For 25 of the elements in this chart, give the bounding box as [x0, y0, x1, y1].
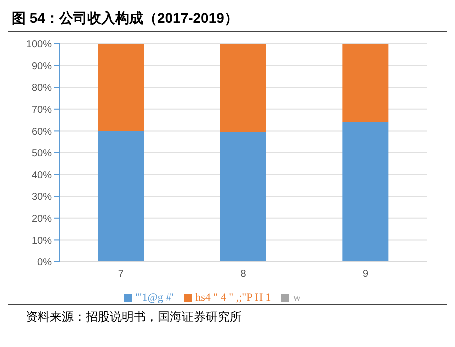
bar	[220, 44, 266, 132]
y-tick-label: 30%	[32, 192, 52, 204]
y-tick-label: 40%	[32, 170, 52, 182]
x-tick-label: 9	[363, 269, 370, 280]
chart-title: 图 54：公司收入构成（2017-2019）	[8, 8, 447, 32]
y-tick-label: 100%	[26, 40, 52, 51]
text: 资料来源：招股说明书，国海证券研究所	[26, 309, 243, 326]
y-tick-label: 70%	[32, 104, 52, 116]
y-tick-label: 80%	[32, 83, 52, 94]
bar	[220, 132, 266, 262]
x-tick-label: 7	[118, 269, 124, 280]
y-tick-label: 60%	[32, 126, 52, 138]
bar	[342, 122, 389, 262]
bar	[98, 44, 144, 132]
y-tick-label: 20%	[32, 214, 52, 225]
x-tick-label: 8	[240, 269, 247, 280]
legend-label: '"1@g #'	[136, 292, 174, 304]
y-tick-label: 10%	[32, 236, 52, 247]
y-tick-label: 90%	[32, 61, 52, 72]
legend-label: w	[293, 292, 302, 304]
legend-label: hs4 " 4 " ,;"P H 1	[196, 292, 272, 304]
bar	[98, 131, 144, 262]
y-tick-label: 50%	[32, 148, 52, 160]
y-tick-label: 0%	[38, 258, 52, 269]
bar	[342, 44, 389, 122]
